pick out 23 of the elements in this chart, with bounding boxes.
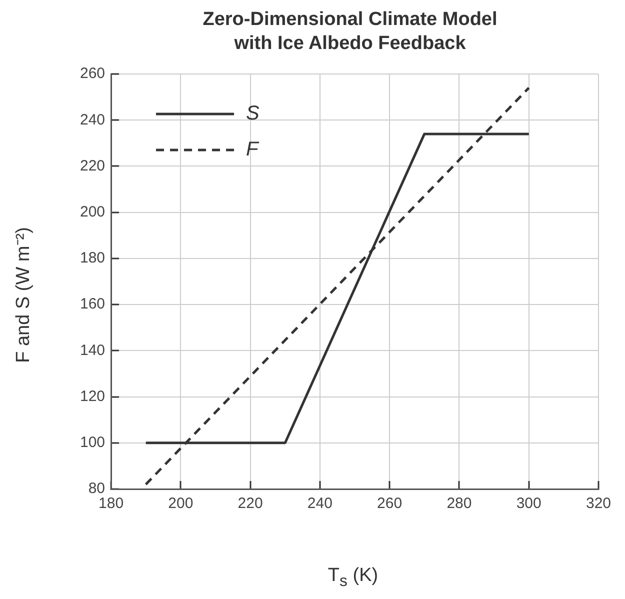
- y-tick-label: 260: [80, 65, 106, 82]
- y-tick-label: 80: [88, 480, 106, 498]
- x-tick-label: 200: [168, 495, 194, 512]
- x-tick-label: 320: [586, 495, 611, 512]
- y-tick-label: 160: [80, 296, 106, 313]
- x-tick-label: 280: [446, 495, 472, 512]
- y-tick-label: 180: [80, 250, 106, 267]
- y-tick-label: 120: [80, 388, 106, 405]
- chart-title: Zero-Dimensional Climate Model with Ice Albedo Feedback: [202, 8, 498, 56]
- y-tick-label: 200: [80, 203, 106, 220]
- legend-label: F: [246, 138, 260, 161]
- y-axis-title: F and S (W m⁻²): [12, 227, 35, 363]
- legend-label: S: [246, 102, 260, 125]
- y-tick-label: 100: [80, 434, 106, 452]
- y-tick-label: 220: [80, 157, 106, 174]
- x-tick-label: 220: [238, 495, 263, 512]
- x-tick-label: 300: [516, 495, 542, 512]
- x-tick-label: 180: [98, 495, 124, 512]
- x-tick-label: 240: [307, 495, 332, 512]
- x-axis-title: T$_{s}$ (K): [328, 565, 378, 591]
- y-tick-label: 240: [80, 111, 106, 128]
- x-tick-label: 260: [377, 495, 402, 512]
- y-tick-label: 140: [80, 342, 106, 359]
